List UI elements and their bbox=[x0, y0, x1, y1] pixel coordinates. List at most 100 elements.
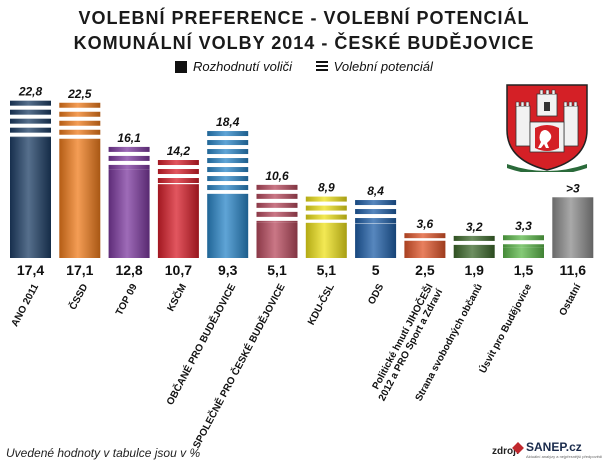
bar-potential-stripe bbox=[207, 131, 249, 137]
bar-potential-stripe bbox=[157, 169, 199, 175]
category-label: TOP 09 bbox=[114, 282, 140, 318]
bar-decided bbox=[305, 222, 347, 258]
category-label-line: TOP 09 bbox=[114, 282, 140, 318]
data-label-decided: 1,9 bbox=[464, 262, 484, 278]
bar-potential-stripe bbox=[256, 193, 298, 199]
bar-potential-stripe bbox=[355, 218, 397, 224]
category-label-line: ODS bbox=[366, 282, 386, 307]
bar-potential-stripe bbox=[207, 149, 249, 155]
legend-item-decided: Rozhodnutí voliči bbox=[175, 59, 292, 74]
data-label-decided: 17,4 bbox=[17, 262, 44, 278]
data-label-potential: 8,9 bbox=[318, 181, 335, 195]
category-label-line: ANO 2011 bbox=[10, 282, 42, 329]
bar-decided bbox=[404, 240, 446, 258]
chart-subtitle: KOMUNÁLNÍ VOLBY 2014 - ČESKÉ BUDĚJOVICE bbox=[73, 33, 535, 53]
category-label: Úsvit pro Budějovice bbox=[476, 281, 534, 375]
data-label-decided: 9,3 bbox=[218, 262, 238, 278]
bar-potential-stripe bbox=[256, 220, 298, 223]
bar-decided bbox=[108, 169, 150, 258]
sanep-logo-text: SANEP.cz bbox=[526, 440, 582, 454]
bar-potential-stripe bbox=[207, 140, 249, 146]
bar-potential-stripe bbox=[207, 176, 249, 182]
data-label-potential: 18,4 bbox=[216, 115, 240, 129]
bar-potential-stripe bbox=[305, 205, 347, 211]
bar-potential-stripe bbox=[10, 118, 51, 124]
bar-decided bbox=[157, 184, 199, 258]
bar-potential-stripe bbox=[404, 233, 446, 239]
bar-potential-stripe bbox=[207, 167, 249, 173]
bar-potential-stripe bbox=[10, 100, 51, 106]
footnote: Uvedené hodnoty v tabulce jsou v % bbox=[6, 446, 201, 460]
bar-potential-stripe bbox=[256, 202, 298, 208]
bar-potential-stripe bbox=[157, 178, 199, 184]
bar-potential-stripe bbox=[108, 164, 150, 170]
category-label-line: SPOLEČNĚ PRO ČESKÉ BUDĚJOVICE bbox=[190, 281, 288, 450]
bar-potential-stripe bbox=[256, 211, 298, 217]
category-label: Ostatní bbox=[558, 281, 584, 318]
data-label-decided: 5 bbox=[372, 262, 380, 278]
data-label-decided: 11,6 bbox=[560, 262, 587, 278]
bar-potential-stripe bbox=[157, 160, 199, 166]
data-label-decided: 5,1 bbox=[267, 262, 287, 278]
data-label-potential: 8,4 bbox=[367, 184, 384, 198]
bar-potential-stripe bbox=[503, 244, 544, 248]
bar-decided bbox=[503, 247, 544, 258]
data-label-decided: 17,1 bbox=[66, 262, 93, 278]
category-label-line: Ostatní bbox=[558, 281, 584, 318]
data-label-decided: 10,7 bbox=[165, 262, 192, 278]
category-label-line: KDU-ČSL bbox=[304, 281, 337, 327]
data-label-decided: 12,8 bbox=[115, 262, 142, 278]
sanep-logo: SANEP.cz Aktuální analýzy a nejpřesnější… bbox=[512, 440, 604, 464]
bar-potential-stripe bbox=[59, 102, 101, 108]
sanep-logo-tagline: Aktuální analýzy a nejpřesnější předpově… bbox=[526, 454, 603, 459]
category-label-line: KSČM bbox=[164, 281, 189, 313]
bar-potential-stripe bbox=[355, 209, 397, 215]
bar-potential-stripe bbox=[10, 136, 51, 138]
category-label-line: ČSSD bbox=[66, 281, 91, 312]
legend-label-potential: Volební potenciál bbox=[333, 59, 433, 74]
legend: Rozhodnutí voliči Volební potenciál bbox=[0, 59, 608, 76]
data-label-decided: 2,5 bbox=[415, 262, 435, 278]
data-label-potential: 16,1 bbox=[117, 131, 141, 145]
data-label-potential: 22,8 bbox=[18, 85, 43, 99]
bar-potential-stripe bbox=[108, 155, 150, 161]
bar-potential-stripe bbox=[59, 138, 101, 141]
data-label-potential: 3,6 bbox=[417, 217, 434, 231]
bar-decided bbox=[355, 223, 397, 258]
ceske-budejovice-coat-of-arms-icon bbox=[506, 84, 588, 172]
bar-potential-stripe bbox=[108, 146, 150, 152]
bar-decided bbox=[453, 244, 495, 258]
bar-potential-stripe bbox=[453, 235, 495, 241]
legend-swatch-solid bbox=[175, 60, 188, 73]
chart-title: VOLEBNÍ PREFERENCE - VOLEBNÍ POTENCIÁL bbox=[78, 8, 530, 28]
bar-decided bbox=[207, 193, 249, 258]
bar-potential-stripe bbox=[207, 185, 249, 191]
bar-potential-stripe bbox=[59, 120, 101, 126]
data-label-decided: 1,5 bbox=[514, 262, 534, 278]
bar-potential-stripe bbox=[503, 235, 544, 241]
legend-label-decided: Rozhodnutí voliči bbox=[193, 59, 293, 74]
legend-swatch-striped bbox=[315, 60, 328, 73]
legend-item-potential: Volební potenciál bbox=[315, 59, 433, 74]
bar-potential-stripe bbox=[256, 184, 298, 190]
data-label-potential: 3,2 bbox=[466, 220, 483, 234]
data-label-potential: >3 bbox=[566, 181, 580, 195]
bar-potential-stripe bbox=[10, 109, 51, 115]
data-label-potential: 14,2 bbox=[167, 144, 191, 158]
bar-potential-stripe bbox=[207, 158, 249, 164]
bar-potential-stripe bbox=[59, 129, 101, 135]
sanep-logo-mark-icon bbox=[512, 442, 524, 454]
category-label: ANO 2011 bbox=[10, 282, 42, 329]
data-label-potential: 22,5 bbox=[67, 87, 92, 101]
bar-potential-stripe bbox=[10, 127, 51, 133]
data-label-decided: 5,1 bbox=[317, 262, 337, 278]
category-label-line: 2012 a PRO Sport a Zdraví bbox=[377, 286, 446, 403]
source-label: zdroj: bbox=[492, 446, 520, 457]
category-label: ODS bbox=[366, 282, 386, 307]
category-label-line: Úsvit pro Budějovice bbox=[476, 281, 534, 375]
bar-decided bbox=[256, 222, 298, 258]
data-label-potential: 10,6 bbox=[265, 169, 289, 183]
category-label: KSČM bbox=[164, 281, 189, 313]
category-label: SPOLEČNĚ PRO ČESKÉ BUDĚJOVICE bbox=[190, 281, 288, 450]
data-label-potential: 3,3 bbox=[515, 219, 532, 233]
